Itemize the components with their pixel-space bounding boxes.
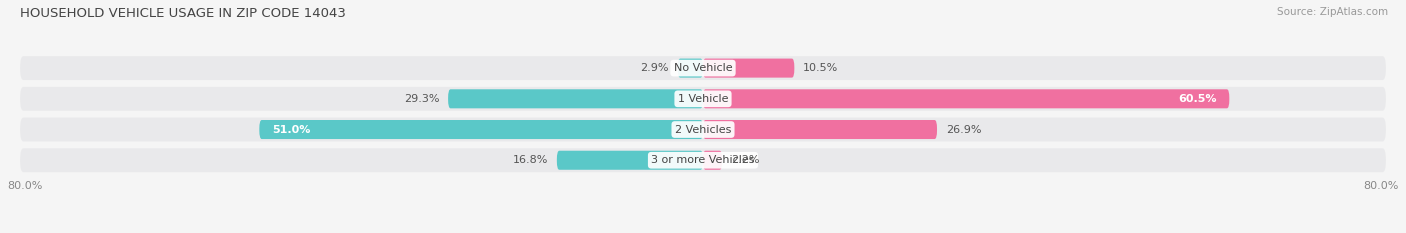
Text: Source: ZipAtlas.com: Source: ZipAtlas.com — [1277, 7, 1388, 17]
FancyBboxPatch shape — [20, 148, 1386, 172]
Text: 3 or more Vehicles: 3 or more Vehicles — [651, 155, 755, 165]
FancyBboxPatch shape — [557, 151, 703, 170]
FancyBboxPatch shape — [678, 58, 703, 78]
FancyBboxPatch shape — [449, 89, 703, 108]
FancyBboxPatch shape — [703, 58, 794, 78]
Text: 2.9%: 2.9% — [641, 63, 669, 73]
FancyBboxPatch shape — [703, 89, 1229, 108]
Text: 26.9%: 26.9% — [946, 124, 981, 134]
Text: 16.8%: 16.8% — [513, 155, 548, 165]
FancyBboxPatch shape — [259, 120, 703, 139]
Text: 80.0%: 80.0% — [1364, 181, 1399, 191]
FancyBboxPatch shape — [703, 120, 936, 139]
Text: 10.5%: 10.5% — [803, 63, 838, 73]
Text: 60.5%: 60.5% — [1178, 94, 1216, 104]
Text: 1 Vehicle: 1 Vehicle — [678, 94, 728, 104]
Text: 80.0%: 80.0% — [7, 181, 42, 191]
Text: No Vehicle: No Vehicle — [673, 63, 733, 73]
FancyBboxPatch shape — [20, 56, 1386, 80]
FancyBboxPatch shape — [20, 117, 1386, 141]
Text: HOUSEHOLD VEHICLE USAGE IN ZIP CODE 14043: HOUSEHOLD VEHICLE USAGE IN ZIP CODE 1404… — [20, 7, 346, 20]
Text: 51.0%: 51.0% — [273, 124, 311, 134]
FancyBboxPatch shape — [20, 87, 1386, 111]
Text: 2.2%: 2.2% — [731, 155, 759, 165]
Legend: Owner-occupied, Renter-occupied: Owner-occupied, Renter-occupied — [583, 232, 823, 233]
FancyBboxPatch shape — [703, 151, 723, 170]
Text: 29.3%: 29.3% — [404, 94, 440, 104]
Text: 2 Vehicles: 2 Vehicles — [675, 124, 731, 134]
